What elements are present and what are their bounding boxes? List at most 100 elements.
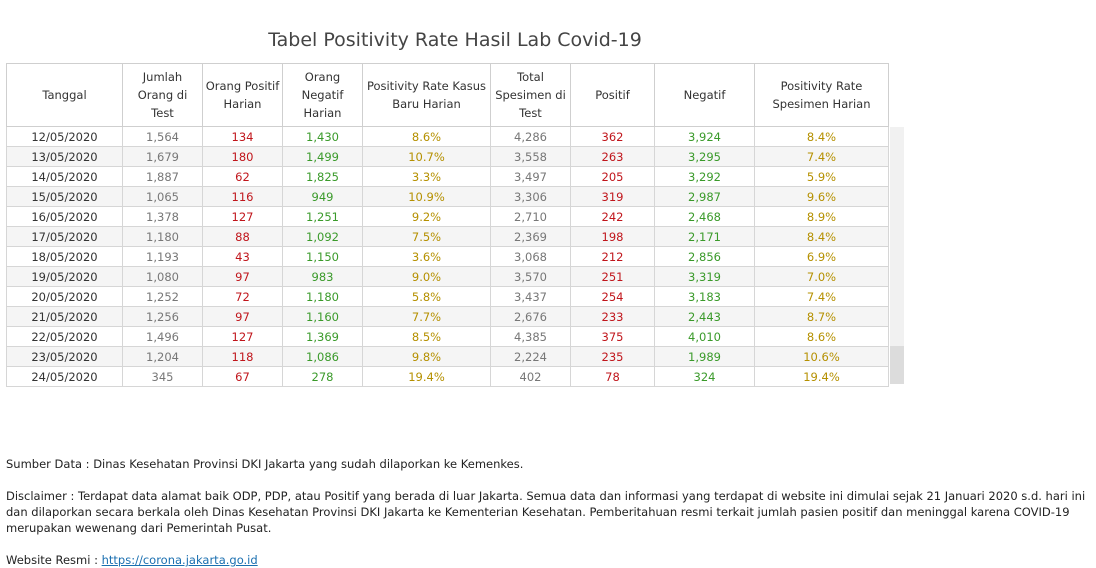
- website-line: Website Resmi : https://corona.jakarta.g…: [6, 552, 258, 568]
- cell-rate-spesimen: 8.4%: [754, 226, 889, 247]
- cell-total-spesimen: 3,497: [490, 166, 571, 187]
- cell-positif: 198: [570, 226, 655, 247]
- table-row: 12/05/2020 1,564 134 1,430 8.6% 4,286 362 3,924…: [6, 126, 889, 147]
- cell-jumlah-test: 1,193: [122, 246, 203, 267]
- cell-rate-spesimen: 7.4%: [754, 286, 889, 307]
- cell-positif: 251: [570, 266, 655, 287]
- cell-rate-kasus: 3.6%: [362, 246, 491, 267]
- cell-tanggal: 20/05/2020: [6, 286, 123, 307]
- cell-positif: 362: [570, 126, 655, 147]
- website-link[interactable]: https://corona.jakarta.go.id: [101, 553, 258, 567]
- website-label: Website Resmi :: [6, 553, 102, 567]
- cell-total-spesimen: 2,676: [490, 306, 571, 327]
- cell-rate-kasus: 7.7%: [362, 306, 491, 327]
- header-jumlah-orang-di-test[interactable]: Jumlah Orang di Test: [122, 63, 203, 127]
- table-row: 24/05/2020 345 67 278 19.4% 402 78 324 19.4%: [6, 366, 889, 387]
- cell-negatif: 3,295: [654, 146, 755, 167]
- cell-jumlah-test: 1,564: [122, 126, 203, 147]
- cell-negatif-harian: 1,430: [282, 126, 363, 147]
- cell-positif-harian: 62: [202, 166, 283, 187]
- cell-positif: 242: [570, 206, 655, 227]
- header-positivity-rate-kasus[interactable]: Positivity Rate Kasus Baru Harian: [362, 63, 491, 127]
- cell-tanggal: 19/05/2020: [6, 266, 123, 287]
- table-scrollbar[interactable]: [890, 127, 904, 384]
- cell-negatif: 3,292: [654, 166, 755, 187]
- cell-positif-harian: 97: [202, 306, 283, 327]
- cell-positif: 212: [570, 246, 655, 267]
- cell-jumlah-test: 1,080: [122, 266, 203, 287]
- cell-negatif-harian: 1,180: [282, 286, 363, 307]
- cell-positif-harian: 134: [202, 126, 283, 147]
- cell-negatif-harian: 1,369: [282, 326, 363, 347]
- cell-rate-kasus: 10.7%: [362, 146, 491, 167]
- header-negatif[interactable]: Negatif: [654, 63, 755, 127]
- header-total-spesimen[interactable]: Total Spesimen di Test: [490, 63, 571, 127]
- cell-tanggal: 23/05/2020: [6, 346, 123, 367]
- cell-jumlah-test: 1,256: [122, 306, 203, 327]
- cell-total-spesimen: 2,369: [490, 226, 571, 247]
- disclaimer-text: Disclaimer : Terdapat data alamat baik O…: [6, 489, 1086, 535]
- table-row: 21/05/2020 1,256 97 1,160 7.7% 2,676 233 2,443 8…: [6, 306, 889, 327]
- cell-jumlah-test: 1,887: [122, 166, 203, 187]
- positivity-table: Tanggal Jumlah Orang di Test Orang Posit…: [6, 63, 889, 387]
- cell-rate-kasus: 8.5%: [362, 326, 491, 347]
- cell-rate-spesimen: 8.4%: [754, 126, 889, 147]
- cell-positif: 235: [570, 346, 655, 367]
- cell-negatif: 3,924: [654, 126, 755, 147]
- cell-positif-harian: 72: [202, 286, 283, 307]
- cell-negatif-harian: 1,160: [282, 306, 363, 327]
- cell-negatif-harian: 949: [282, 186, 363, 207]
- cell-rate-kasus: 9.0%: [362, 266, 491, 287]
- cell-rate-kasus: 7.5%: [362, 226, 491, 247]
- cell-negatif: 1,989: [654, 346, 755, 367]
- cell-negatif-harian: 1,150: [282, 246, 363, 267]
- cell-rate-kasus: 8.6%: [362, 126, 491, 147]
- cell-rate-kasus: 9.2%: [362, 206, 491, 227]
- cell-positif-harian: 127: [202, 326, 283, 347]
- cell-rate-kasus: 9.8%: [362, 346, 491, 367]
- cell-positif: 375: [570, 326, 655, 347]
- cell-jumlah-test: 1,204: [122, 346, 203, 367]
- table-row: 19/05/2020 1,080 97 983 9.0% 3,570 251 3,319 7.0…: [6, 266, 889, 287]
- cell-positif-harian: 97: [202, 266, 283, 287]
- cell-negatif-harian: 1,092: [282, 226, 363, 247]
- cell-rate-spesimen: 10.6%: [754, 346, 889, 367]
- cell-rate-spesimen: 19.4%: [754, 366, 889, 387]
- cell-positif-harian: 116: [202, 186, 283, 207]
- cell-total-spesimen: 3,306: [490, 186, 571, 207]
- table-row: 22/05/2020 1,496 127 1,369 8.5% 4,385 375 4,010…: [6, 326, 889, 347]
- table-row: 14/05/2020 1,887 62 1,825 3.3% 3,497 205 3,292 5…: [6, 166, 889, 187]
- cell-negatif: 2,443: [654, 306, 755, 327]
- cell-positif-harian: 43: [202, 246, 283, 267]
- cell-negatif: 2,856: [654, 246, 755, 267]
- header-positif[interactable]: Positif: [570, 63, 655, 127]
- header-orang-positif-harian[interactable]: Orang Positif Harian: [202, 63, 283, 127]
- cell-tanggal: 12/05/2020: [6, 126, 123, 147]
- cell-rate-spesimen: 8.7%: [754, 306, 889, 327]
- header-positivity-rate-spesimen[interactable]: Positivity Rate Spesimen Harian: [754, 63, 889, 127]
- cell-jumlah-test: 345: [122, 366, 203, 387]
- cell-positif: 205: [570, 166, 655, 187]
- cell-jumlah-test: 1,065: [122, 186, 203, 207]
- cell-tanggal: 17/05/2020: [6, 226, 123, 247]
- scrollbar-thumb[interactable]: [890, 346, 904, 384]
- cell-negatif-harian: 1,825: [282, 166, 363, 187]
- cell-total-spesimen: 2,710: [490, 206, 571, 227]
- cell-rate-kasus: 10.9%: [362, 186, 491, 207]
- header-orang-negatif-harian[interactable]: Orang Negatif Harian: [282, 63, 363, 127]
- cell-total-spesimen: 402: [490, 366, 571, 387]
- header-tanggal[interactable]: Tanggal: [6, 63, 123, 127]
- cell-positif: 78: [570, 366, 655, 387]
- cell-tanggal: 14/05/2020: [6, 166, 123, 187]
- cell-negatif: 2,171: [654, 226, 755, 247]
- cell-negatif: 324: [654, 366, 755, 387]
- cell-tanggal: 22/05/2020: [6, 326, 123, 347]
- cell-negatif: 3,319: [654, 266, 755, 287]
- cell-tanggal: 13/05/2020: [6, 146, 123, 167]
- data-source-note: Sumber Data : Dinas Kesehatan Provinsi D…: [6, 457, 524, 471]
- cell-rate-kasus: 19.4%: [362, 366, 491, 387]
- cell-rate-spesimen: 5.9%: [754, 166, 889, 187]
- page-title: Tabel Positivity Rate Hasil Lab Covid-19: [268, 29, 642, 51]
- cell-rate-kasus: 5.8%: [362, 286, 491, 307]
- cell-positif-harian: 88: [202, 226, 283, 247]
